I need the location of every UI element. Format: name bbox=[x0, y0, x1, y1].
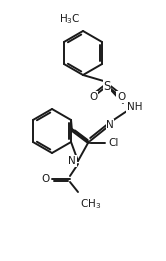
Text: O: O bbox=[89, 92, 97, 102]
Text: O: O bbox=[42, 174, 50, 184]
Text: N: N bbox=[106, 120, 114, 130]
Text: Cl: Cl bbox=[108, 138, 118, 148]
Text: S: S bbox=[103, 80, 111, 92]
Text: H$_3$C: H$_3$C bbox=[59, 12, 81, 26]
Text: CH$_3$: CH$_3$ bbox=[80, 197, 101, 211]
Text: O: O bbox=[117, 92, 125, 102]
Text: N: N bbox=[68, 156, 76, 166]
Text: NH: NH bbox=[127, 102, 142, 112]
